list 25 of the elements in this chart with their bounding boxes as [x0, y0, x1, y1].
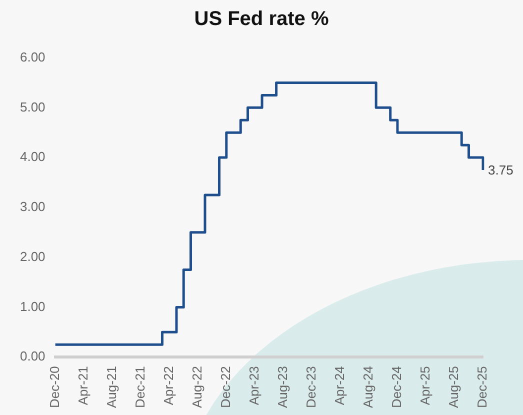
- x-tick-label: Apr-24: [332, 366, 348, 406]
- y-tick-label: 6.00: [20, 49, 46, 64]
- x-tick-label: Dec-24: [389, 366, 404, 408]
- x-tick-label: Aug-24: [360, 366, 376, 408]
- y-tick-label: 3.00: [20, 199, 46, 214]
- x-tick-label: Aug-22: [189, 366, 204, 408]
- x-tick-label: Dec-21: [132, 366, 148, 408]
- x-tick-label: Dec-22: [218, 366, 233, 408]
- x-tick-label: Apr-21: [75, 366, 90, 406]
- x-tick-label: Dec-20: [46, 366, 62, 408]
- x-tick-label: Apr-23: [246, 366, 262, 406]
- x-tick-label: Dec-23: [304, 366, 318, 408]
- x-tick-label: Apr-25: [418, 366, 433, 406]
- x-tick-label: Aug-21: [104, 366, 119, 408]
- y-tick-label: 2.00: [20, 248, 46, 264]
- y-tick-label: 5.00: [20, 99, 46, 114]
- x-tick-label: Aug-23: [274, 366, 290, 408]
- data-label: 3.75: [488, 162, 514, 178]
- y-tick-label: 1.00: [20, 298, 46, 314]
- x-tick-label: Dec-25: [474, 366, 490, 408]
- x-tick-label: Aug-25: [446, 366, 462, 408]
- y-tick-label: 0.00: [20, 348, 46, 364]
- x-tick-label: Apr-22: [160, 366, 176, 406]
- chart-title: US Fed rate %: [193, 8, 330, 31]
- y-tick-label: 4.00: [20, 149, 46, 164]
